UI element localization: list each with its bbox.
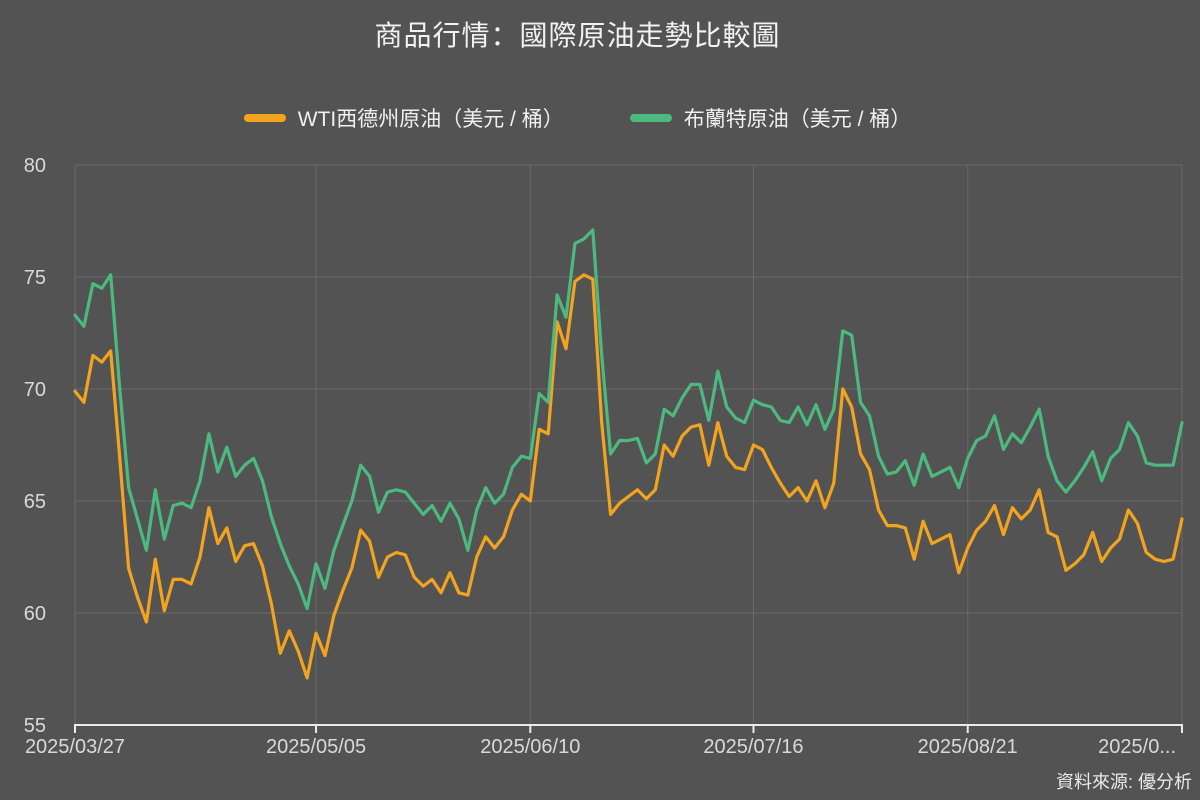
wti-legend-swatch (243, 114, 286, 122)
x-tick-label: 2025/06/10 (480, 736, 580, 758)
y-tick-label: 70 (24, 379, 46, 401)
y-tick-label: 65 (24, 491, 46, 513)
y-tick-label: 60 (24, 603, 46, 625)
legend-item-wti[interactable]: WTI西德州原油（美元 / 桶） (243, 103, 564, 133)
x-tick-label: 2025/03/27 (25, 736, 125, 758)
y-tick-label: 80 (24, 155, 46, 177)
x-tick-label: 2025/08/21 (918, 736, 1018, 758)
wti-legend-label: WTI西德州原油（美元 / 桶） (297, 108, 564, 131)
chart-title: 商品行情：國際原油走勢比較圖 (374, 20, 781, 51)
wti-line (73, 273, 1184, 680)
brent-legend-swatch (629, 114, 672, 122)
brent-legend-label: 布蘭特原油（美元 / 桶） (683, 108, 912, 131)
y-tick-label: 55 (24, 715, 46, 737)
x-tick-label: 2025/05/05 (266, 736, 366, 758)
brent-line (73, 228, 1184, 611)
data-source-note: 資料來源: 優分析 (1055, 772, 1192, 792)
legend: WTI西德州原油（美元 / 桶） 布蘭特原油（美元 / 桶） (0, 103, 1155, 133)
y-tick-label: 75 (24, 267, 46, 289)
legend-item-brent[interactable]: 布蘭特原油（美元 / 桶） (629, 103, 912, 133)
x-tick-label: 2025/0... (1098, 736, 1176, 758)
x-tick-label: 2025/07/16 (703, 736, 803, 758)
